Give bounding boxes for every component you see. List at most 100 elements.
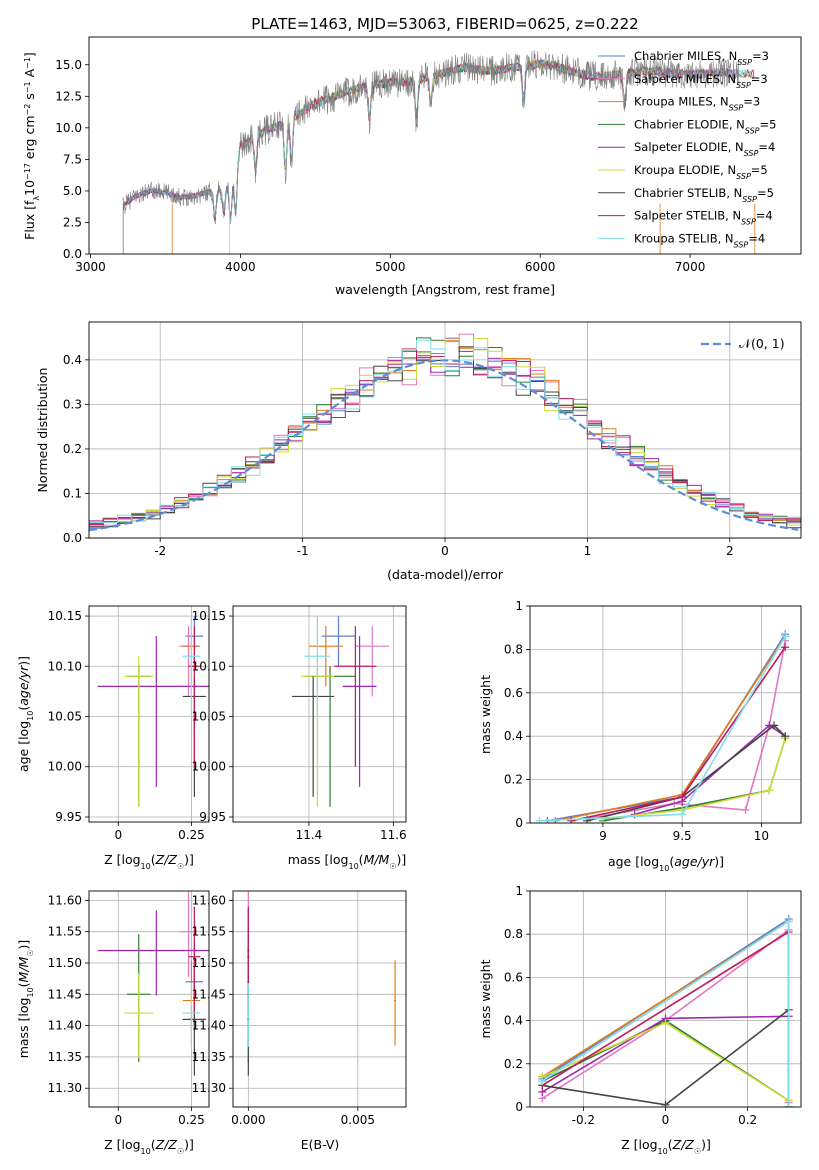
y-tick-label: 11.45	[192, 987, 226, 1001]
weight-marker	[678, 792, 687, 801]
legend-entry: Salpeter ELODIE, NSSP=4	[634, 140, 775, 158]
x-tick-label: 7000	[675, 260, 706, 274]
x-tick-label: 9	[599, 829, 607, 843]
weight-marker	[781, 632, 790, 641]
x-tick-label: 0.2	[738, 1113, 757, 1127]
x-axis-label: Z [log10(Z/Z☉)]	[104, 1137, 194, 1156]
axes-frame	[232, 605, 407, 823]
legend-entry: 𝒩(0, 1)	[739, 336, 785, 351]
y-tick-label: 0	[515, 816, 523, 830]
y-tick-label: 11.40	[48, 1019, 82, 1033]
weight-marker	[661, 1018, 670, 1027]
weight-marker	[770, 721, 779, 730]
y-tick-label: 10.05	[192, 710, 226, 724]
weight-marker	[535, 816, 544, 823]
legend-entry: Salpeter MILES, NSSP=3	[634, 72, 768, 90]
y-tick-label: 0.1	[63, 486, 82, 500]
mass-vs-Z-panel: 0 0.25 11.30 11.35 11.40 11.45 11.50 11.55 11.60	[48, 890, 210, 1127]
axes-frame	[88, 890, 210, 1108]
spectrum-legend: Chabrier MILES, NSSP=3 Salpeter MILES, NS…	[598, 49, 776, 249]
x-tick-label: -0.2	[572, 1113, 595, 1127]
y-tick-label: 11.55	[48, 925, 82, 939]
weight-marker	[538, 1077, 547, 1086]
x-axis-label: Z [log10(Z/Z☉)]	[104, 852, 194, 871]
weight-marker	[661, 1100, 670, 1107]
axes-frame	[529, 890, 802, 1108]
x-tick-label: 0	[114, 828, 122, 842]
y-tick-label: 11.30	[48, 1081, 82, 1095]
legend-entry: Chabrier ELODIE, NSSP=5	[634, 117, 776, 135]
y-tick-label: 11.35	[192, 1050, 226, 1064]
mass-vs-EBV-panel: 0.000 0.005 11.30 11.35 11.40 11.45 11.50 11.55…	[192, 890, 407, 1127]
y-tick-label: 10.00	[48, 760, 82, 774]
x-tick-label: 11.4	[296, 828, 323, 842]
axes-frame	[88, 605, 210, 823]
age-vs-Z-panel: 0 0.25 9.95 10.00 10.05 10.10 10.15	[48, 605, 210, 842]
mass-vs-Z-plot	[97, 891, 209, 1076]
x-tick-label: 6000	[525, 260, 556, 274]
y-axis-label: mass [log10(M/M☉)]	[16, 940, 35, 1059]
y-tick-label: 1	[515, 884, 523, 898]
y-tick-label: 0.4	[63, 353, 82, 367]
residuals-panel: -2 -1 0 1 2 0.0 0.1 0.2 0.3 0.4 𝒩(0, 1)	[63, 321, 802, 558]
x-tick-label: 1	[584, 544, 592, 558]
y-tick-label: 11.60	[48, 893, 82, 907]
x-tick-label: 4000	[225, 260, 256, 274]
axes-frame	[88, 36, 802, 255]
x-tick-label: 2	[726, 544, 734, 558]
y-axis-label: age [log10(age/yr)]	[16, 656, 35, 772]
legend-entry: Chabrier MILES, NSSP=3	[634, 49, 769, 67]
y-tick-label: 0.2	[63, 442, 82, 456]
y-tick-label: 0.8	[504, 927, 523, 941]
mass-weight-vs-age-grid	[530, 605, 801, 824]
y-tick-label: 11.35	[48, 1050, 82, 1064]
y-tick-label: 0.6	[504, 970, 523, 984]
weight-marker	[781, 732, 790, 741]
x-axis-label: mass [log10(M/M☉)]	[288, 852, 407, 871]
y-tick-label: 1	[515, 599, 523, 613]
weight-marker	[567, 816, 576, 823]
y-tick-label: 7.5	[63, 152, 82, 166]
weight-line	[539, 635, 786, 822]
y-tick-label: 11.60	[192, 893, 226, 907]
x-axis-label: age [log10(age/yr)]	[608, 854, 724, 873]
x-tick-label: 0.000	[231, 1113, 265, 1127]
y-tick-label: 11.30	[192, 1081, 226, 1095]
x-axis-label: E(B-V)	[301, 1137, 340, 1152]
y-axis-label: mass weight	[478, 959, 493, 1038]
y-tick-label: 10.10	[48, 659, 82, 673]
mass-vs-EBV-grid	[233, 891, 406, 1107]
y-axis-label: Flux [fλ10−17 erg cm−2 s−1 A−1]	[22, 52, 41, 240]
y-tick-label: 10.15	[192, 609, 226, 623]
spectrum-plot	[122, 50, 756, 254]
y-tick-label: 12.5	[55, 89, 82, 103]
mass-weight-vs-age-plot	[535, 630, 790, 823]
spectrum-curve	[228, 59, 661, 219]
x-tick-label: 9.5	[673, 829, 692, 843]
y-tick-label: 11.55	[192, 925, 226, 939]
residuals-plot	[89, 333, 801, 532]
weight-marker	[765, 786, 774, 795]
weight-marker	[784, 1103, 793, 1107]
weight-line	[586, 724, 786, 822]
y-tick-label: 0	[515, 1100, 523, 1114]
x-tick-label: 0.25	[178, 828, 205, 842]
y-tick-label: 0.8	[504, 642, 523, 656]
x-tick-label: 0	[441, 544, 449, 558]
y-tick-label: 10.0	[55, 121, 82, 135]
age-vs-Z-plot	[97, 616, 209, 807]
y-tick-label: 0.0	[63, 531, 82, 545]
y-axis-label: mass weight	[478, 675, 493, 754]
spectrum-panel: 3000 4000 5000 6000 7000 0.0 2.5 5.0 7.5 10.0 12.5…	[55, 36, 802, 274]
y-tick-label: 15.0	[55, 58, 82, 72]
y-tick-label: 9.95	[199, 810, 226, 824]
weight-marker	[741, 805, 750, 814]
y-axis-label: Normed distribution	[35, 368, 50, 493]
x-axis-label: Z [log10(Z/Z☉)]	[621, 1137, 711, 1156]
y-tick-label: 0.6	[504, 686, 523, 700]
normal-curve	[89, 359, 799, 532]
legend-entry: Chabrier STELIB, NSSP=5	[634, 186, 774, 204]
x-tick-label: 0	[662, 1113, 670, 1127]
y-tick-label: 10.05	[48, 710, 82, 724]
y-tick-label: 10.00	[192, 760, 226, 774]
